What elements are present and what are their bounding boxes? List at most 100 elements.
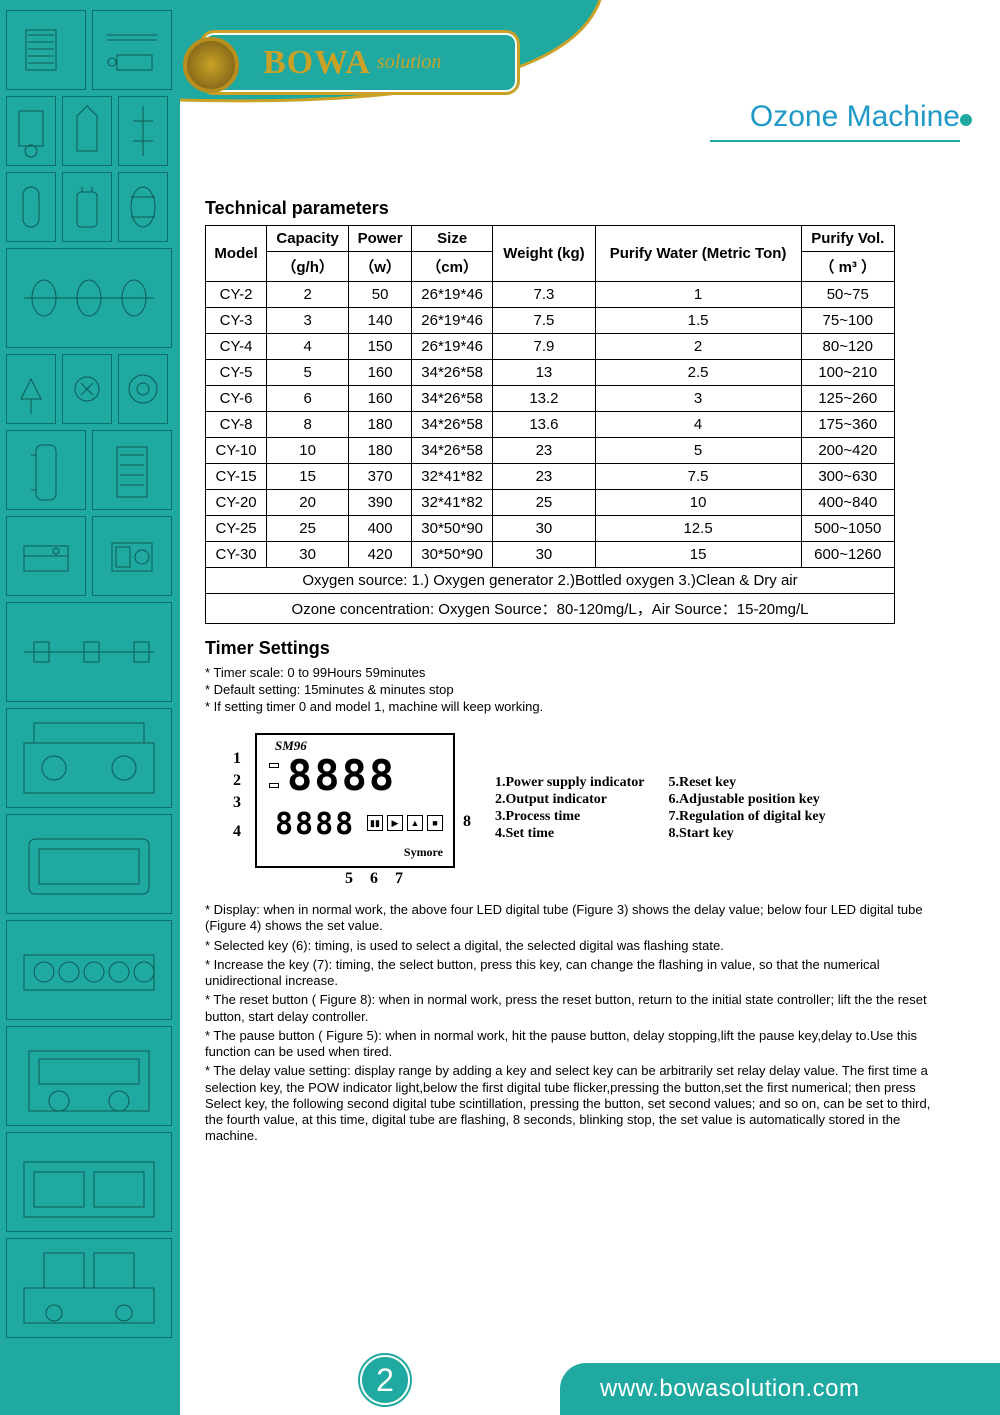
table-cell: 3 xyxy=(267,308,349,334)
legend-item: 7.Regulation of digital key xyxy=(668,809,825,825)
label-3: 3 xyxy=(233,794,241,812)
timer-note: * Default setting: 15minutes & minutes s… xyxy=(205,682,935,697)
table-cell: 7.9 xyxy=(493,334,595,360)
schematic-icon xyxy=(6,1238,172,1338)
sidebar xyxy=(0,0,180,1415)
play-icon: ▶ xyxy=(387,815,403,831)
timer-detail-notes: * Display: when in normal work, the abov… xyxy=(205,902,945,1145)
th-purify-vol: Purify Vol. xyxy=(801,226,894,252)
table-cell: 32*41*82 xyxy=(412,490,493,516)
table-cell: 2 xyxy=(267,282,349,308)
th-capacity: Capacity xyxy=(267,226,349,252)
th-purify-vol-unit: （ m³ ） xyxy=(801,252,894,282)
th-power: Power xyxy=(349,226,412,252)
table-row: CY-151537032*41*82237.5300~630 xyxy=(206,464,895,490)
table-row: CY-252540030*50*903012.5500~1050 xyxy=(206,516,895,542)
table-cell: 26*19*46 xyxy=(412,308,493,334)
schematic-icon xyxy=(92,430,172,510)
timer-notes: * Timer scale: 0 to 99Hours 59minutes* D… xyxy=(205,665,935,714)
detail-note: * Increase the key (7): timing, the sele… xyxy=(205,957,945,990)
th-size: Size xyxy=(412,226,493,252)
table-cell: 2 xyxy=(595,334,801,360)
table-cell: 30 xyxy=(493,516,595,542)
schematic-icon xyxy=(6,708,172,808)
label-6: 6 xyxy=(370,870,378,888)
table-cell: 160 xyxy=(349,386,412,412)
table-cell: 1 xyxy=(595,282,801,308)
table-cell: 13 xyxy=(493,360,595,386)
legend-item: 5.Reset key xyxy=(668,775,825,791)
schematic-icon xyxy=(118,96,168,166)
th-capacity-unit: （g/h） xyxy=(267,252,349,282)
table-cell: 50~75 xyxy=(801,282,894,308)
table-cell: 13.6 xyxy=(493,412,595,438)
table-cell: 1.5 xyxy=(595,308,801,334)
table-cell: 80~120 xyxy=(801,334,894,360)
label-2: 2 xyxy=(233,772,241,790)
led-icon xyxy=(269,763,279,768)
table-cell: 10 xyxy=(267,438,349,464)
legend-right: 5.Reset key6.Adjustable position key7.Re… xyxy=(668,774,825,843)
detail-note: * The pause button ( Figure 5): when in … xyxy=(205,1028,945,1061)
detail-note: * The delay value setting: display range… xyxy=(205,1063,945,1144)
schematic-icon xyxy=(6,602,172,702)
legend-item: 3.Process time xyxy=(495,809,644,825)
page-title: Ozone Machine xyxy=(750,100,960,134)
schematic-icon xyxy=(62,96,112,166)
table-cell: 50 xyxy=(349,282,412,308)
table-cell: 420 xyxy=(349,542,412,568)
table-row: CY-6616034*26*5813.23125~260 xyxy=(206,386,895,412)
table-cell: 200~420 xyxy=(801,438,894,464)
tech-params-heading: Technical parameters xyxy=(205,198,965,219)
table-cell: CY-25 xyxy=(206,516,267,542)
schematic-icon xyxy=(62,354,112,424)
table-cell: 150 xyxy=(349,334,412,360)
legend-left: 1.Power supply indicator2.Output indicat… xyxy=(495,774,644,843)
main-content: Technical parameters Model Capacity Powe… xyxy=(205,198,965,1148)
timer-legend: 1.Power supply indicator2.Output indicat… xyxy=(495,774,826,843)
timer-note: * If setting timer 0 and model 1, machin… xyxy=(205,699,935,714)
table-cell: 13.2 xyxy=(493,386,595,412)
schematic-icon xyxy=(6,96,56,166)
table-cell: 300~630 xyxy=(801,464,894,490)
table-cell: CY-4 xyxy=(206,334,267,360)
led-icon xyxy=(269,783,279,788)
table-cell: CY-8 xyxy=(206,412,267,438)
rosette-icon xyxy=(183,37,239,93)
brand-suffix: solution xyxy=(377,51,441,74)
table-cell: CY-30 xyxy=(206,542,267,568)
table-cell: CY-20 xyxy=(206,490,267,516)
schematic-icon xyxy=(6,516,86,596)
title-dot-icon xyxy=(960,114,972,126)
timer-section: Timer Settings * Timer scale: 0 to 99Hou… xyxy=(205,638,935,1145)
table-cell: 75~100 xyxy=(801,308,894,334)
th-model: Model xyxy=(206,226,267,282)
label-4: 4 xyxy=(233,823,241,841)
table-cell: 34*26*58 xyxy=(412,386,493,412)
table-cell: 100~210 xyxy=(801,360,894,386)
table-cell: 15 xyxy=(267,464,349,490)
detail-note: * Display: when in normal work, the abov… xyxy=(205,902,945,935)
label-1: 1 xyxy=(233,750,241,768)
table-cell: CY-3 xyxy=(206,308,267,334)
table-row: CY-202039032*41*822510400~840 xyxy=(206,490,895,516)
lcd-brand-bottom: Symore xyxy=(404,845,443,860)
schematic-icon xyxy=(118,354,168,424)
table-cell: 26*19*46 xyxy=(412,282,493,308)
table-cell: 7.5 xyxy=(595,464,801,490)
ozone-conc-row: Ozone concentration: Oxygen Source：80-12… xyxy=(206,594,895,624)
timer-heading: Timer Settings xyxy=(205,638,935,659)
schematic-icon xyxy=(6,920,172,1020)
table-cell: 25 xyxy=(493,490,595,516)
legend-item: 6.Adjustable position key xyxy=(668,792,825,808)
legend-item: 1.Power supply indicator xyxy=(495,775,644,791)
th-size-unit: （cm） xyxy=(412,252,493,282)
schematic-icon xyxy=(6,354,56,424)
table-cell: 400 xyxy=(349,516,412,542)
footer-bar: www.bowasolution.com xyxy=(560,1363,1000,1415)
table-cell: 600~1260 xyxy=(801,542,894,568)
table-row: CY-4415026*19*467.9280~120 xyxy=(206,334,895,360)
table-cell: 10 xyxy=(595,490,801,516)
table-cell: 500~1050 xyxy=(801,516,894,542)
detail-note: * Selected key (6): timing, is used to s… xyxy=(205,938,945,954)
